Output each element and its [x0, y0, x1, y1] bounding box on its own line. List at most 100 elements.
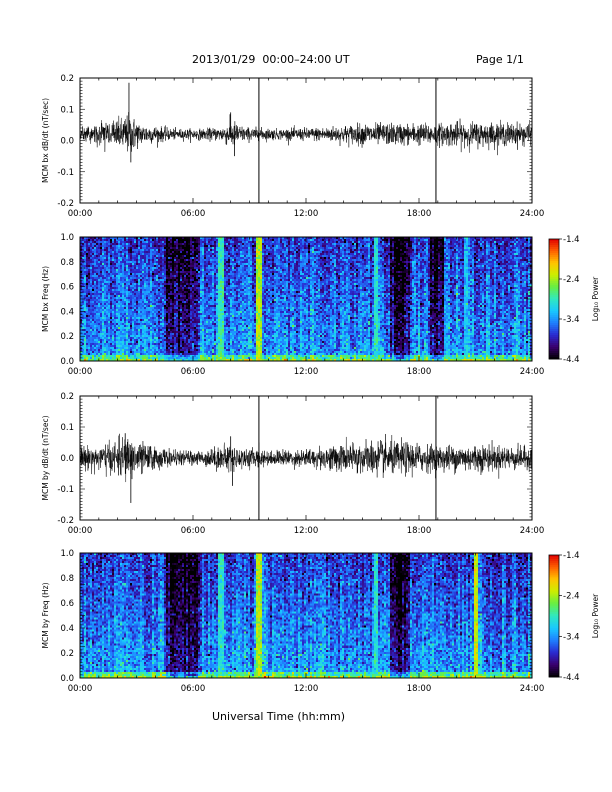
- spectrogram-cell: [108, 353, 110, 355]
- spectrogram-cell: [198, 241, 200, 243]
- spectrogram-cell: [178, 245, 180, 247]
- spectrogram-cell: [178, 301, 180, 303]
- spectrogram-cell: [232, 283, 234, 285]
- spectrogram-cell: [148, 341, 150, 343]
- spectrogram-cell: [96, 279, 98, 281]
- spectrogram-cell: [114, 353, 116, 355]
- spectrogram-cell: [150, 281, 152, 283]
- spectrogram-cell: [218, 291, 220, 293]
- spectrogram-cell: [130, 335, 132, 337]
- spectrogram-cell: [122, 271, 124, 273]
- spectrogram-cell: [230, 273, 232, 275]
- spectrogram-cell: [84, 271, 86, 273]
- spectrogram-cell: [226, 331, 228, 333]
- spectrogram-cell: [200, 347, 202, 349]
- spectrogram-cell: [110, 325, 112, 327]
- spectrogram-cell: [230, 255, 232, 257]
- spectrogram-cell: [184, 293, 186, 295]
- spectrogram-cell: [220, 303, 222, 305]
- spectrogram-cell: [166, 349, 168, 351]
- spectrogram-cell: [156, 261, 158, 263]
- spectrogram-cell: [122, 285, 124, 287]
- spectrogram-cell: [188, 327, 190, 329]
- spectrogram-cell: [224, 325, 226, 327]
- spectrogram-cell: [126, 245, 128, 247]
- spectrogram-cell: [174, 249, 176, 251]
- spectrogram-cell: [174, 331, 176, 333]
- spectrogram-cell: [206, 351, 208, 353]
- spectrogram-cell: [180, 347, 182, 349]
- spectrogram-cell: [198, 275, 200, 277]
- spectrogram-cell: [90, 303, 92, 305]
- spectrogram-cell: [138, 249, 140, 251]
- spectrogram-cell: [148, 269, 150, 271]
- spectrogram-cell: [190, 315, 192, 317]
- spectrogram-cell: [122, 311, 124, 313]
- spectrogram-cell: [130, 321, 132, 323]
- spectrogram-cell: [86, 247, 88, 249]
- spectrogram-cell: [212, 293, 214, 295]
- spectrogram-cell: [146, 241, 148, 243]
- spectrogram-cell: [188, 283, 190, 285]
- spectrogram-cell: [190, 323, 192, 325]
- spectrogram-cell: [202, 301, 204, 303]
- spectrogram-cell: [92, 301, 94, 303]
- spectrogram-cell: [122, 323, 124, 325]
- spectrogram-cell: [90, 347, 92, 349]
- spectrogram-cell: [164, 315, 166, 317]
- spectrogram-cell: [116, 249, 118, 251]
- spectrogram-cell: [140, 301, 142, 303]
- spectrogram-cell: [200, 253, 202, 255]
- spectrogram-cell: [102, 357, 104, 359]
- spectrogram-cell: [136, 301, 138, 303]
- spectrogram-cell: [162, 305, 164, 307]
- spectrogram-cell: [136, 349, 138, 351]
- spectrogram-cell: [216, 321, 218, 323]
- spectrogram-cell: [134, 253, 136, 255]
- spectrogram-cell: [164, 319, 166, 321]
- spectrogram-cell: [214, 297, 216, 299]
- spectrogram-cell: [92, 239, 94, 241]
- spectrogram-cell: [86, 253, 88, 255]
- spectrogram-cell: [122, 291, 124, 293]
- spectrogram-cell: [230, 345, 232, 347]
- spectrogram-cell: [228, 275, 230, 277]
- spectrogram-cell: [142, 297, 144, 299]
- spectrogram-cell: [162, 327, 164, 329]
- spectrogram-cell: [114, 261, 116, 263]
- spectrogram-cell: [110, 269, 112, 271]
- spectrogram-cell: [162, 335, 164, 337]
- spectrogram-cell: [184, 329, 186, 331]
- spectrogram-cell: [116, 285, 118, 287]
- spectrogram-cell: [178, 335, 180, 337]
- spectrogram-cell: [108, 349, 110, 351]
- panel-bx-waveform: 00:00 06:00 12:00 18:00 24:000.20.10.0-0.1-0…: [41, 74, 544, 219]
- spectrogram-cell: [94, 317, 96, 319]
- spectrogram-cell: [86, 317, 88, 319]
- spectrogram-cell: [146, 301, 148, 303]
- spectrogram-cell: [152, 337, 154, 339]
- spectrogram-cell: [206, 289, 208, 291]
- spectrogram-cell: [208, 295, 210, 297]
- spectrogram-cell: [128, 355, 130, 357]
- spectrogram-cell: [208, 261, 210, 263]
- spectrogram-cell: [138, 281, 140, 283]
- spectrogram-cell: [198, 327, 200, 329]
- spectrogram-cell: [104, 313, 106, 315]
- spectrogram-cell: [116, 309, 118, 311]
- spectrogram-cell: [198, 355, 200, 357]
- spectrogram-cell: [224, 347, 226, 349]
- spectrogram-cell: [126, 285, 128, 287]
- spectrogram-cell: [210, 343, 212, 345]
- spectrogram-cell: [146, 311, 148, 313]
- spectrogram-cell: [160, 355, 162, 357]
- spectrogram-cell: [152, 281, 154, 283]
- spectrogram-cell: [212, 247, 214, 249]
- spectrogram-cell: [108, 261, 110, 263]
- spectrogram-cell: [220, 291, 222, 293]
- spectrogram-cell: [174, 319, 176, 321]
- spectrogram-cell: [182, 325, 184, 327]
- spectrogram-cell: [138, 275, 140, 277]
- spectrogram-cell: [106, 351, 108, 353]
- spectrogram-cells: [80, 237, 532, 361]
